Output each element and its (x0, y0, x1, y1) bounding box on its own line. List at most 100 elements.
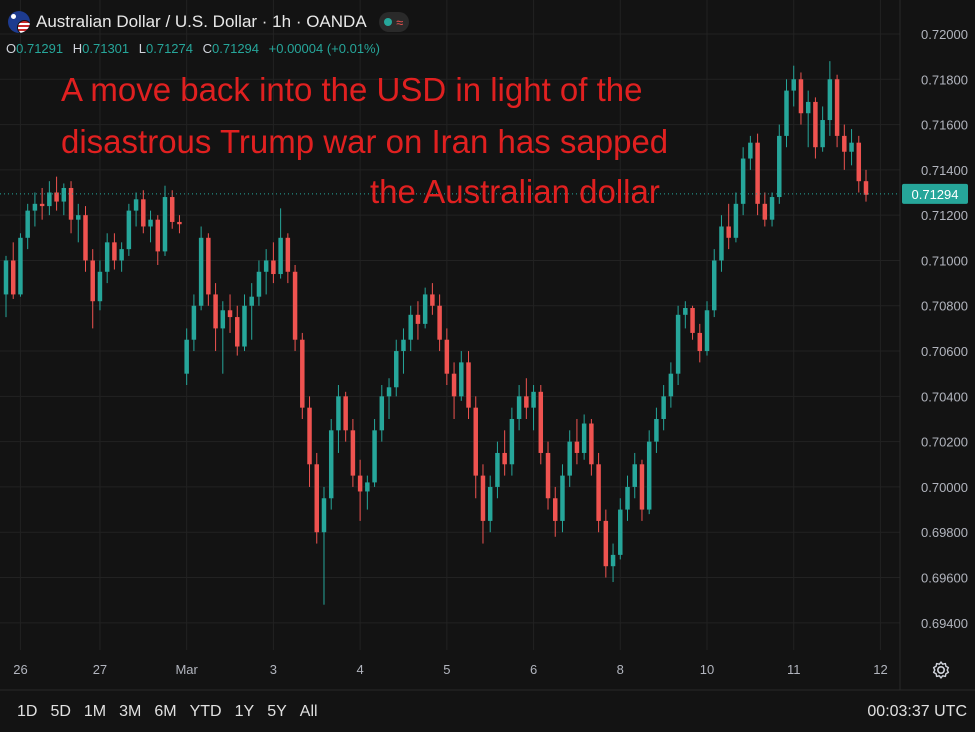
price-tick-label: 0.70000 (921, 480, 968, 495)
candle-body (646, 441, 652, 510)
candle-body (755, 142, 760, 204)
candle-body (769, 197, 775, 220)
candle-body (618, 509, 623, 555)
candle-body (119, 249, 124, 261)
candle-body (25, 210, 30, 238)
candle-body (292, 271, 298, 340)
candle-body (177, 221, 182, 225)
time-tick-label: 8 (617, 662, 624, 677)
time-tick-label: 11 (787, 662, 801, 677)
timeframe-all[interactable]: All (299, 703, 318, 720)
candle-body (733, 203, 739, 238)
price-tick-label: 0.70600 (921, 344, 968, 359)
candle-body (719, 226, 724, 261)
low-label: L (138, 41, 146, 56)
candle-body (10, 260, 16, 295)
candle-body (415, 314, 421, 324)
timeframe-1y[interactable]: 1Y (234, 703, 255, 720)
candle-body (39, 203, 45, 207)
price-axis[interactable]: 0.72000 0.71800 0.71600 0.71400 0.71200 0.710… (921, 27, 968, 631)
timeframe-5d[interactable]: 5D (50, 703, 71, 720)
timeframe-selector[interactable]: 1D 5D 1M 3M 6M YTD 1Y 5Y All (17, 703, 331, 721)
timeframe-1d[interactable]: 1D (17, 703, 38, 720)
candle-body (791, 79, 796, 91)
candle-body (632, 464, 637, 487)
timeframe-1m[interactable]: 1M (83, 703, 107, 720)
candle-body (531, 391, 536, 408)
symbol-header[interactable]: Australian Dollar / U.S. Dollar · 1h · O… (8, 10, 409, 34)
candle-body (90, 260, 95, 302)
candle-body (668, 373, 674, 397)
candle-body (842, 135, 847, 152)
annotation-line-1: A move back into the USD in light of the (61, 71, 643, 108)
candle-body (480, 475, 486, 521)
candle-body (307, 407, 312, 465)
candle-body (285, 237, 291, 272)
chart-grid (0, 0, 975, 691)
candle-body (690, 308, 695, 333)
candle-body (372, 430, 377, 483)
candle-body (18, 237, 23, 295)
price-tick-label: 0.70800 (921, 299, 968, 314)
market-status-icon[interactable]: ≈ (378, 12, 409, 32)
candle-body (227, 310, 233, 318)
candle-body (32, 203, 38, 211)
candle-body (220, 310, 226, 329)
candle-body (437, 305, 442, 340)
candle-body (336, 396, 341, 431)
candle-body (191, 305, 197, 340)
price-tick-label: 0.71000 (921, 253, 968, 268)
price-tick-label: 0.71800 (921, 72, 968, 87)
settings-gear-icon[interactable] (931, 660, 951, 680)
candle-body (813, 101, 818, 148)
candle-body (235, 317, 240, 347)
timeframe-5y[interactable]: 5Y (267, 703, 287, 720)
candle-body (148, 219, 153, 227)
time-axis[interactable]: 26 27 Mar 3 4 5 6 8 10 11 12 (13, 662, 887, 677)
candle-body (162, 197, 168, 252)
candle-body (3, 260, 9, 295)
candle-body (350, 430, 356, 476)
candle-body (466, 362, 471, 408)
change-value: +0.00004 (+0.01%) (268, 41, 380, 56)
symbol-title[interactable]: Australian Dollar / U.S. Dollar · 1h · O… (36, 12, 367, 31)
timeframe-ytd[interactable]: YTD (189, 703, 222, 720)
open-label: O (6, 41, 17, 56)
candle-body (820, 120, 825, 148)
candle-body (661, 396, 666, 419)
candle-body (704, 310, 710, 352)
timeframe-6m[interactable]: 6M (154, 703, 177, 720)
time-tick-label: 4 (357, 662, 364, 677)
candle-body (487, 486, 493, 521)
candle-body (68, 187, 74, 220)
candlestick-series (3, 61, 869, 605)
candle-body (47, 192, 52, 207)
price-tick-label: 0.71200 (921, 208, 968, 223)
time-tick-label: 6 (530, 662, 537, 677)
candle-body (379, 396, 385, 431)
candle-body (213, 294, 218, 329)
time-tick-label: 27 (93, 662, 107, 677)
candle-body (574, 441, 580, 453)
candle-body (451, 373, 457, 397)
utc-clock[interactable]: 00:03:37 UTC (867, 703, 967, 720)
time-tick-label: 3 (270, 662, 277, 677)
timeframe-3m[interactable]: 3M (119, 703, 142, 720)
time-tick-label: 12 (873, 662, 887, 677)
candle-body (357, 475, 363, 492)
candle-body (784, 90, 789, 136)
annotation-line-3: the Australian dollar (370, 173, 660, 210)
candle-body (777, 135, 782, 198)
candle-body (654, 418, 659, 442)
candle-body (509, 418, 515, 465)
candle-body (538, 391, 544, 453)
last-price-line: 0.71294 (0, 183, 968, 204)
candle-body (827, 79, 833, 121)
price-tick-label: 0.69800 (921, 525, 968, 540)
candle-body (112, 242, 117, 261)
candle-body (726, 226, 731, 238)
annotation-line-2: disastrous Trump war on Iran has sapped (61, 123, 669, 160)
candle-body (675, 314, 681, 374)
candle-body (798, 79, 804, 114)
